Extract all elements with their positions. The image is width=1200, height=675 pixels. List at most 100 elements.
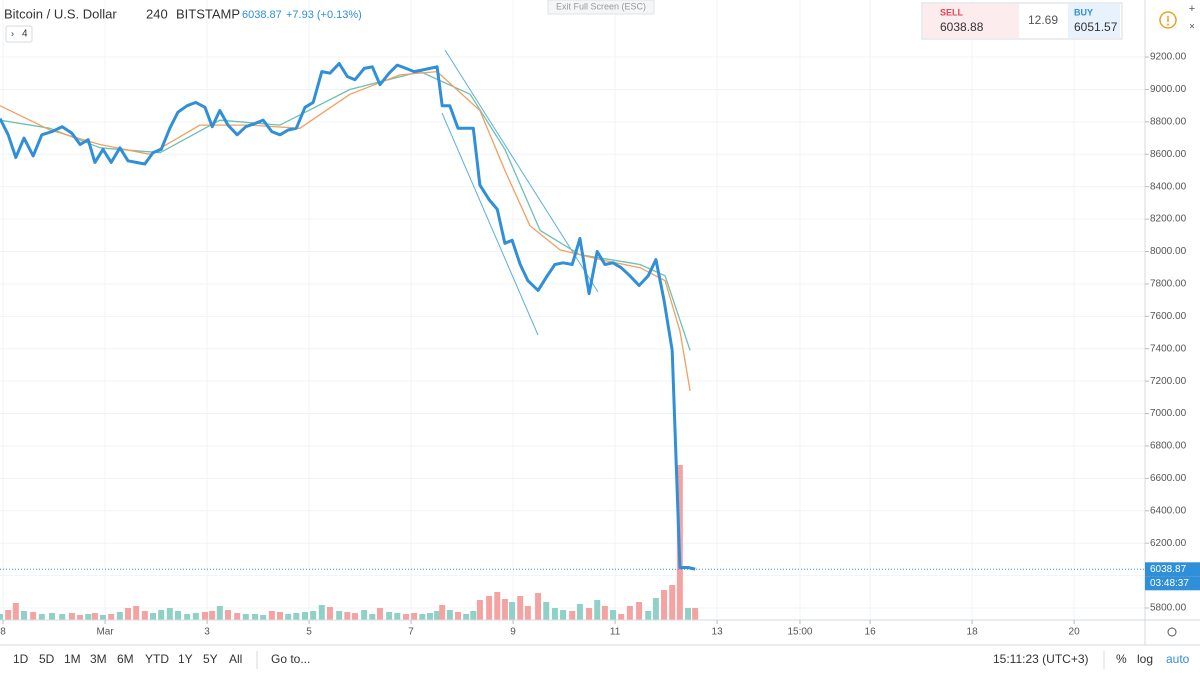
volume-bar (446, 610, 453, 620)
volume-bar (501, 599, 508, 620)
trend-line (444, 49, 599, 293)
buy-button[interactable] (1068, 4, 1120, 38)
range-button[interactable]: 3M (90, 652, 107, 666)
exchange: BITSTAMP (176, 6, 240, 21)
volume-bar (351, 613, 358, 620)
y-tick-label: 6200.00 (1150, 538, 1187, 549)
indicator-toggle[interactable] (5, 25, 33, 43)
volume-bar (543, 602, 550, 620)
y-tick-label: 8200.00 (1150, 214, 1187, 225)
volume-bar (636, 602, 643, 620)
range-button[interactable]: 1M (64, 652, 81, 666)
log-toggle[interactable]: log (1137, 652, 1153, 666)
volume-bar (5, 610, 12, 620)
volume-bar (361, 610, 368, 620)
countdown: 03:48:37 (1150, 578, 1189, 589)
header-price: 6038.87 (242, 9, 282, 21)
volume-bar (301, 612, 308, 620)
volume-bar (470, 611, 477, 620)
y-tick-label: 8800.00 (1150, 117, 1187, 128)
volume-bar (376, 608, 383, 620)
volume-bar (85, 614, 92, 620)
exit-fullscreen: Exit Full Screen (ESC) (556, 1, 646, 11)
price-line (0, 62, 696, 571)
volume-bar (369, 614, 376, 620)
volume-bar (0, 614, 3, 620)
exit-fullscreen-button[interactable] (547, 0, 655, 15)
y-tick-label: 8000.00 (1150, 246, 1187, 257)
y-tick-label: 8400.00 (1150, 181, 1187, 192)
volume-bar (91, 613, 98, 620)
range-button[interactable]: 5D (39, 652, 55, 666)
y-tick-label: 7000.00 (1150, 408, 1187, 419)
range-button[interactable]: 1Y (178, 652, 193, 666)
volume-bar (618, 614, 625, 620)
volume-bar (692, 608, 699, 620)
range-button[interactable]: 6M (117, 652, 134, 666)
volume-bar (184, 614, 191, 620)
y-tick-label: 8600.00 (1150, 149, 1187, 160)
info-icon[interactable] (1159, 11, 1177, 29)
info-icon-dot (1167, 23, 1169, 26)
y-tick-label: 5800.00 (1150, 603, 1187, 614)
volume-bar (560, 610, 567, 620)
volume-bar (463, 614, 470, 620)
range-button[interactable]: YTD (145, 652, 169, 666)
grid (0, 0, 1145, 620)
last-price-box (1145, 562, 1200, 577)
volume-bar (661, 590, 668, 620)
range-button[interactable]: All (229, 652, 242, 666)
volume-bar (252, 614, 259, 620)
buy-label: BUY (1074, 7, 1093, 17)
volume-bar (116, 612, 123, 620)
x-tick-label: 3 (204, 627, 210, 638)
volume-bar (260, 615, 267, 620)
header-change: +7.93 (+0.13%) (286, 9, 362, 21)
x-tick-label: Mar (96, 627, 114, 638)
volume-bar (551, 608, 558, 620)
trend-line (441, 112, 539, 336)
volume-bar (12, 603, 19, 620)
volume-bar (344, 612, 351, 620)
volume-bar (594, 600, 601, 620)
close-icon[interactable]: × (1189, 22, 1195, 33)
x-tick-label: 8 (0, 627, 6, 638)
interval[interactable]: 240 (146, 6, 168, 21)
volume-bar (509, 602, 516, 620)
range-button[interactable]: 5Y (203, 652, 218, 666)
volume-bar (38, 614, 45, 620)
volume-bar (59, 614, 66, 620)
volume-bar (669, 585, 676, 620)
settings-icon[interactable] (1167, 627, 1177, 637)
volume-bar (318, 605, 325, 620)
x-tick-label: 11 (610, 627, 621, 638)
y-tick-label: 7800.00 (1150, 279, 1187, 290)
volume-bar (310, 611, 317, 620)
auto-toggle[interactable]: auto (1166, 652, 1190, 666)
volume-bar (394, 613, 401, 620)
plus-icon[interactable]: + (1189, 3, 1195, 15)
y-tick-label: 7600.00 (1150, 311, 1187, 322)
range-button[interactable]: 1D (13, 652, 29, 666)
goto[interactable]: Go to... (271, 652, 310, 666)
volume-bar (293, 613, 300, 620)
percent-toggle[interactable]: % (1116, 652, 1127, 666)
x-tick-label: 15:00 (787, 627, 812, 638)
symbol: Bitcoin / U.S. Dollar (4, 6, 117, 21)
volume-bar (434, 611, 441, 620)
volume-bar (685, 608, 692, 620)
volume-bar (535, 593, 542, 620)
toolbar: 1D 5D 1M 3M 6M YTD 1Y 5Y All (13, 652, 242, 666)
volume-bar (626, 606, 633, 620)
clock: 15:11:23 (UTC+3) (993, 652, 1089, 666)
sell-button[interactable] (923, 4, 1019, 38)
volume-bar (216, 606, 223, 620)
volume-bar (174, 611, 181, 620)
volume-bar (586, 608, 593, 620)
volume-bar (30, 612, 37, 620)
x-tick-label: 20 (1069, 627, 1081, 638)
volume-bar (242, 614, 249, 620)
sell-price: 6038.88 (940, 20, 984, 34)
